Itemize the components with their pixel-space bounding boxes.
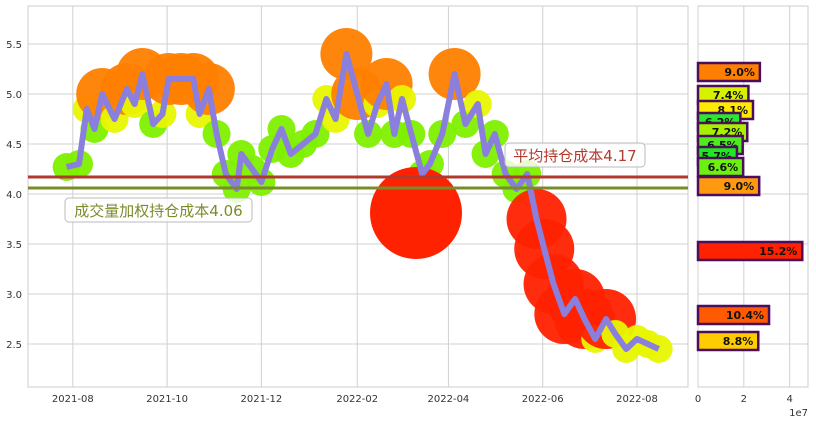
x-tick-label: 2022-02 (336, 394, 378, 405)
x-tick-label: 2021-12 (240, 394, 282, 405)
x-tick-label: 2022-08 (616, 394, 658, 405)
y-tick-label: 4.5 (6, 140, 22, 151)
volume-bar (696, 304, 771, 326)
volume-bar-label: 7.4% (713, 89, 744, 102)
y-tick-label: 3.0 (6, 290, 22, 301)
y-tick-label: 5.5 (6, 40, 22, 51)
volume-bar-label: 15.2% (759, 245, 797, 258)
volume-bar-label: 8.8% (723, 335, 754, 348)
volume-bar (696, 240, 804, 262)
y-tick-label: 2.5 (6, 340, 22, 351)
cost-annotation: 成交量加权持仓成本4.06 (74, 202, 242, 220)
cost-annotation: 平均持仓成本4.17 (513, 147, 636, 165)
x-tick-label: 2 (741, 394, 747, 405)
volume-bar-label: 10.4% (726, 309, 764, 322)
annotation-box (64, 197, 253, 223)
x-tick-label: 2022-04 (428, 394, 470, 405)
y-tick-label: 3.5 (6, 240, 22, 251)
annotation-box (504, 142, 646, 168)
x-tick-label: 4 (786, 394, 792, 405)
price-chart: 2021-08 2021-10 2021-12 2022-02 2022-04 2022-… (6, 5, 689, 405)
x-tick-label: 2022-06 (522, 394, 564, 405)
x-tick-label: 0 (695, 394, 701, 405)
volume-bar (696, 61, 762, 83)
x-tick-label: 2021-10 (146, 394, 188, 405)
y-tick-label: 5.0 (6, 90, 22, 101)
volume-blob (370, 167, 462, 259)
volume-bar-label: 9.0% (724, 66, 755, 79)
y-tick-label: 4.0 (6, 190, 22, 201)
volume-bar (696, 330, 760, 352)
volume-bar (696, 175, 761, 197)
volume-profile-chart: 0241e79.0%7.4%8.1%6.2%7.2%6.5%5.7%6.6%9.… (695, 5, 809, 419)
volume-bar-label: 6.6% (708, 161, 739, 174)
volume-bar-label: 9.0% (724, 180, 755, 193)
x-tick-label: 2021-08 (52, 394, 94, 405)
x-scale-label: 1e7 (789, 408, 808, 419)
